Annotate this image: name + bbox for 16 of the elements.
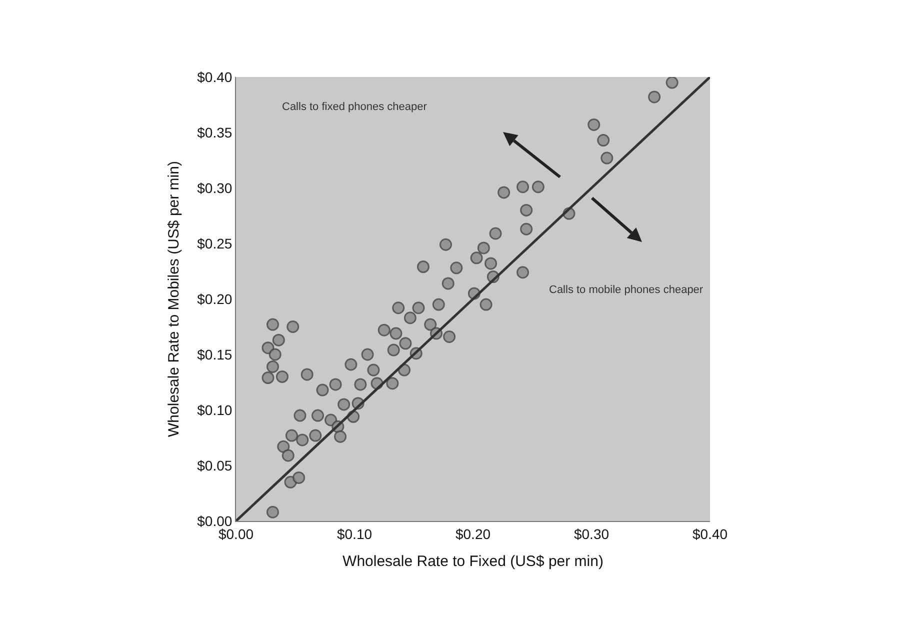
- y-tick-label: $0.40: [197, 68, 232, 85]
- y-tick-label: $0.15: [197, 346, 232, 362]
- y-tick-label: $0.25: [197, 235, 232, 252]
- y-tick-label: $0.05: [197, 457, 232, 474]
- x-tick-label: $0.20: [455, 526, 491, 542]
- x-tick-label: $0.10: [336, 526, 372, 542]
- annotation: Calls to mobile phones cheaper: [549, 284, 704, 296]
- x-tick-label: $0.40: [692, 526, 728, 542]
- y-axis-title: Wholesale Rate to Mobiles (US$ per min): [165, 161, 182, 437]
- y-tick-label: $0.10: [197, 402, 232, 418]
- annotation: Calls to fixed phones cheaper: [282, 101, 428, 113]
- y-tick-label: $0.35: [197, 124, 232, 140]
- x-tick-label: $0.30: [574, 526, 610, 542]
- x-axis-title: Wholesale Rate to Fixed (US$ per min): [342, 552, 604, 570]
- y-tick-label: $0.20: [197, 290, 232, 307]
- y-tick-label: $0.30: [197, 180, 232, 196]
